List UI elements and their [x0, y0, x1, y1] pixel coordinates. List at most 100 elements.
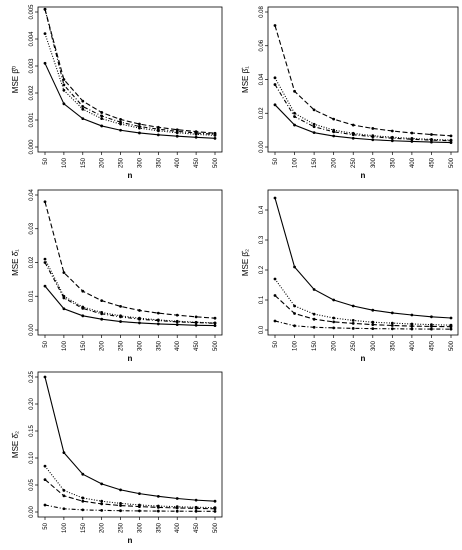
data-point	[119, 315, 122, 319]
data-point	[175, 320, 179, 324]
data-point	[430, 133, 433, 136]
data-point	[449, 134, 453, 138]
x-tick-label: 450	[429, 340, 435, 351]
data-point	[119, 509, 122, 513]
series-line-solid	[44, 376, 216, 502]
plot-frame	[267, 189, 459, 336]
y-tick-label: 0.02	[29, 256, 35, 268]
chart-panel-4: 50 100 150 200 250 300 350 400 450 500 0.0 0.1 0.2 0.…	[241, 189, 459, 363]
x-tick-label: 450	[194, 522, 200, 533]
y-tick-label: 0.01	[29, 290, 35, 302]
data-point	[410, 137, 414, 141]
y-axis-label: MSE δ̂₂	[11, 431, 20, 458]
data-point	[119, 118, 122, 121]
data-point	[293, 312, 296, 315]
data-point	[449, 323, 453, 327]
data-point	[312, 131, 316, 135]
y-tick-label: 0.02	[259, 107, 265, 119]
series-line-dotted	[44, 258, 216, 324]
y-tick-label: 0.000	[29, 139, 35, 155]
data-point	[194, 509, 198, 513]
data-point	[312, 125, 316, 129]
data-point	[62, 489, 66, 492]
data-point	[332, 316, 336, 320]
data-point	[100, 124, 104, 128]
data-point	[43, 200, 47, 204]
x-tick-label: 500	[449, 340, 455, 351]
data-point	[81, 117, 85, 121]
data-point	[138, 309, 141, 312]
series-line-dotted	[274, 278, 452, 326]
y-tick-label: 0.15	[29, 425, 35, 437]
data-point	[312, 317, 316, 321]
data-point	[449, 316, 453, 320]
data-point	[156, 504, 160, 508]
series-line-dotted	[44, 33, 216, 136]
y-tick-label: 0.00	[29, 506, 35, 518]
data-point	[100, 114, 104, 118]
series-line-solid	[274, 104, 452, 144]
y-tick-label: 0.00	[259, 141, 265, 153]
data-point	[213, 509, 217, 513]
data-point	[449, 139, 453, 143]
data-point	[138, 131, 141, 135]
y-tick-label: 0.4	[259, 205, 265, 214]
data-point	[81, 496, 85, 500]
data-point	[62, 102, 66, 106]
chart-panel-2: 50 100 150 200 250 300 350 400 450 500 0.00 0.02 0.0…	[241, 6, 459, 180]
data-point	[293, 89, 296, 93]
plot-frame	[267, 6, 459, 153]
y-tick-label: 0.08	[259, 6, 265, 18]
data-point	[138, 509, 141, 513]
x-axis-label: n	[128, 171, 133, 180]
y-axis-label: MSE δ̂₁	[11, 249, 20, 276]
data-point	[62, 451, 66, 454]
y-tick-label: 0.04	[29, 189, 35, 201]
y-tick-label: 0.2	[259, 265, 265, 274]
data-point	[213, 136, 217, 140]
y-tick-label: 0.03	[29, 222, 35, 234]
x-tick-label: 500	[213, 340, 219, 351]
data-point	[62, 271, 66, 275]
data-point	[273, 103, 277, 107]
data-point	[351, 304, 355, 308]
x-tick-label: 300	[137, 157, 143, 168]
data-point	[430, 327, 433, 331]
data-point	[100, 111, 104, 114]
data-point	[332, 326, 336, 330]
y-axis-label: MSE β̂⁰	[11, 66, 20, 93]
data-point	[371, 127, 375, 130]
data-point	[390, 327, 394, 331]
series-line-dashed	[274, 25, 452, 137]
x-tick-label: 200	[100, 522, 106, 533]
x-tick-label: 50	[273, 157, 279, 164]
data-point	[312, 122, 316, 126]
x-tick-label: 250	[351, 340, 357, 351]
data-point	[213, 506, 217, 510]
data-point	[194, 505, 198, 509]
x-tick-label: 450	[429, 157, 435, 168]
data-point	[194, 131, 198, 135]
data-point	[390, 136, 394, 140]
data-point	[194, 498, 198, 502]
data-point	[156, 311, 160, 315]
series-line-solid	[44, 63, 216, 139]
series-line-dotdash	[44, 504, 216, 512]
data-point	[138, 492, 141, 496]
x-tick-label: 450	[194, 157, 200, 168]
x-tick-label: 350	[156, 522, 162, 533]
x-tick-label: 250	[119, 340, 125, 351]
data-point	[43, 7, 47, 11]
x-tick-label: 350	[156, 157, 162, 168]
data-point	[138, 122, 141, 126]
x-tick-label: 250	[351, 157, 357, 168]
data-point	[351, 319, 355, 322]
data-point	[81, 307, 85, 310]
series-line-dashed	[44, 479, 216, 510]
data-point	[371, 138, 375, 142]
series-line-dotdash	[44, 262, 216, 324]
data-point	[100, 508, 104, 512]
x-tick-label: 100	[62, 157, 68, 168]
x-tick-label: 150	[312, 157, 318, 168]
chart-panel-3: 50 100 150 200 250 300 350 400 450 500 0.00 0.01 0.0…	[11, 189, 223, 363]
